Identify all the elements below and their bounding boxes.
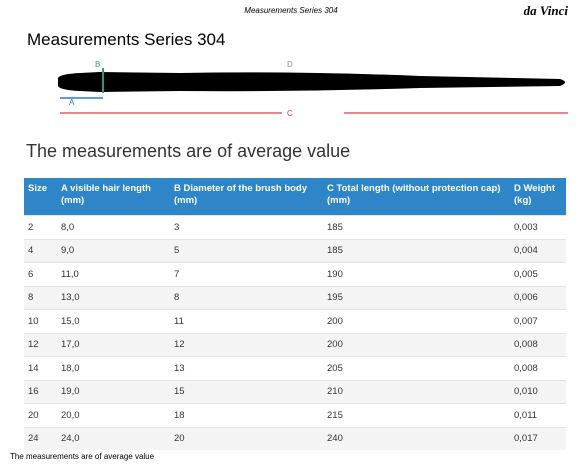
column-header: C Total length (without protection cap) … — [323, 178, 510, 216]
subtitle: The measurements are of average value — [26, 141, 351, 161]
brush — [58, 72, 565, 92]
table-cell: 14 — [24, 356, 57, 380]
table-cell: 4 — [24, 238, 57, 263]
table-cell: 15,0 — [57, 309, 170, 333]
table-cell: 3 — [170, 215, 323, 239]
table-row: 16 19,0 15 210 0,010 — [24, 379, 566, 404]
table-cell: 19,0 — [57, 379, 170, 404]
table-cell: 0,007 — [510, 309, 566, 333]
table-cell: 18,0 — [57, 356, 170, 380]
table-cell: 205 — [323, 356, 510, 380]
table-cell: 0,008 — [510, 356, 566, 380]
measurements-table: Size A visible hair length (mm) B Diameter… — [24, 178, 566, 450]
table-cell: 5 — [170, 238, 323, 263]
table-cell: 0,005 — [510, 262, 566, 286]
footer: The measurements are of average value — [10, 452, 155, 461]
table-cell: 0,003 — [510, 215, 566, 239]
table-cell: 0,008 — [510, 332, 566, 357]
table-cell: 12 — [170, 332, 323, 357]
table-cell: 0,006 — [510, 285, 566, 310]
table-body: 2 8,0 3 185 0,003 4 9,0 5 185 0,004 6 11,0 7 190 0,005… — [24, 215, 566, 450]
table-row: 24 24,0 20 240 0,017 — [24, 426, 566, 450]
table-cell: 195 — [323, 285, 510, 310]
table-cell: 185 — [323, 215, 510, 239]
table-row: 20 20,0 18 215 0,011 — [24, 403, 566, 427]
table-cell: 0,017 — [510, 426, 566, 450]
logo: da Vinci — [523, 3, 568, 18]
table-cell: 2 — [24, 215, 57, 239]
table-cell: 11,0 — [57, 262, 170, 286]
table-row: 4 9,0 5 185 0,004 — [24, 238, 566, 263]
table-cell: 8 — [24, 285, 57, 310]
table-cell: 7 — [170, 262, 323, 286]
table-cell: 9,0 — [57, 238, 170, 263]
running-title: Measurements Series 304 — [244, 6, 338, 15]
title: Measurements Series 304 — [27, 30, 226, 49]
column-header: B Diameter of the brush body (mm) — [170, 178, 323, 216]
table-cell: 185 — [323, 238, 510, 263]
table-cell: 210 — [323, 379, 510, 404]
table-cell: 8 — [170, 285, 323, 310]
table-cell: 215 — [323, 403, 510, 427]
label-d: D — [287, 60, 293, 69]
label-c: C — [287, 109, 293, 118]
table-cell: 17,0 — [57, 332, 170, 357]
table-cell: 0,004 — [510, 238, 566, 263]
table-cell: 13,0 — [57, 285, 170, 310]
table-cell: 8,0 — [57, 215, 170, 239]
table-cell: 0,011 — [510, 403, 566, 427]
label-b: B — [95, 60, 100, 69]
table-cell: 20 — [24, 403, 57, 427]
table-cell: 13 — [170, 356, 323, 380]
table-cell: 24 — [24, 426, 57, 450]
table-cell: 15 — [170, 379, 323, 404]
table-cell: 20 — [170, 426, 323, 450]
table-cell: 20,0 — [57, 403, 170, 427]
column-header: Size — [24, 178, 57, 216]
brush-diagram: B A C D — [58, 60, 568, 118]
table-cell: 18 — [170, 403, 323, 427]
table-cell: 12 — [24, 332, 57, 357]
table-cell: 16 — [24, 379, 57, 404]
table-row: 8 13,0 8 195 0,006 — [24, 285, 566, 310]
table-row: 2 8,0 3 185 0,003 — [24, 215, 566, 239]
table-cell: 200 — [323, 332, 510, 357]
table-cell: 190 — [323, 262, 510, 286]
table-row: 14 18,0 13 205 0,008 — [24, 356, 566, 380]
table-cell: 0,010 — [510, 379, 566, 404]
header-row: Size A visible hair length (mm) B Diameter… — [24, 178, 566, 216]
table-cell: 200 — [323, 309, 510, 333]
table-cell: 24,0 — [57, 426, 170, 450]
table-cell: 6 — [24, 262, 57, 286]
table-row: 10 15,0 11 200 0,007 — [24, 309, 566, 333]
column-header: D Weight (kg) — [510, 178, 566, 216]
table-row: 12 17,0 12 200 0,008 — [24, 332, 566, 357]
table-cell: 240 — [323, 426, 510, 450]
column-header: A visible hair length (mm) — [57, 178, 170, 216]
label-a: A — [69, 98, 75, 107]
table-cell: 11 — [170, 309, 323, 333]
table-cell: 10 — [24, 309, 57, 333]
table-row: 6 11,0 7 190 0,005 — [24, 262, 566, 286]
